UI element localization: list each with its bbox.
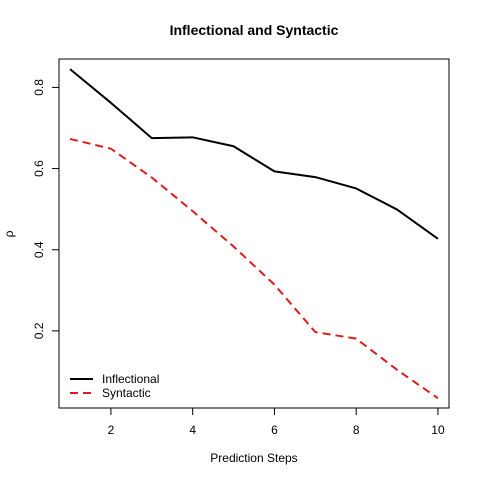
- x-axis-label: Prediction Steps: [210, 451, 297, 465]
- y-tick-label: 0.4: [32, 241, 46, 258]
- series-line-inflectional: [69, 68, 439, 240]
- y-axis: 0.2 0.4 0.6 0.8: [32, 79, 59, 339]
- y-tick-label: 0.8: [32, 79, 46, 96]
- x-axis: 2 4 6 8 10: [108, 408, 445, 437]
- x-tick-label: 4: [189, 423, 196, 437]
- legend-label-syntactic: Syntactic: [102, 386, 151, 400]
- y-axis-label: ρ: [2, 230, 16, 237]
- series-layer: [69, 68, 439, 400]
- y-tick-label: 0.2: [32, 322, 46, 339]
- x-tick-label: 2: [108, 423, 115, 437]
- y-tick-label: 0.6: [32, 160, 46, 177]
- series-line-syntactic: [69, 137, 439, 400]
- plot-frame: [58, 58, 450, 409]
- x-tick-label: 8: [353, 423, 360, 437]
- x-tick-label: 6: [271, 423, 278, 437]
- x-tick-label: 10: [431, 423, 445, 437]
- legend-label-inflectional: Inflectional: [102, 372, 159, 386]
- chart-title: Inflectional and Syntactic: [170, 22, 339, 38]
